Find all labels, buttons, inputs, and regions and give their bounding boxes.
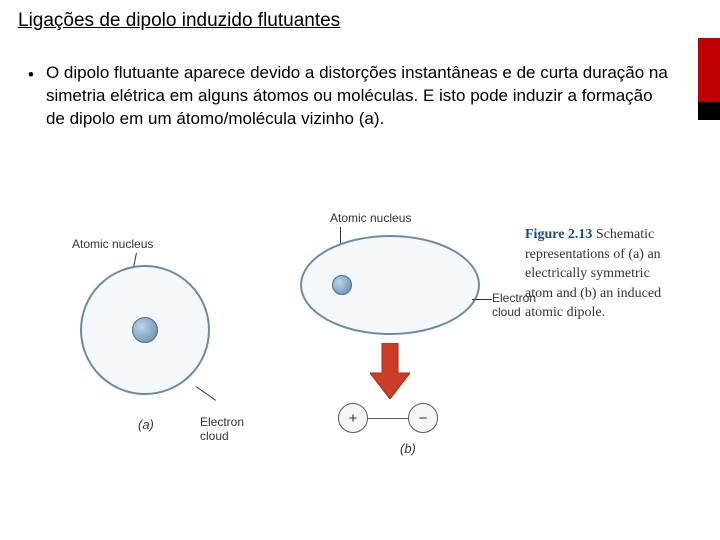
accent-bar-black bbox=[698, 102, 720, 120]
atom-a: Atomic nucleus Electron cloud bbox=[80, 265, 210, 395]
bullet-item: • O dipolo flutuante aparece devido a di… bbox=[28, 62, 668, 131]
accent-bar-red bbox=[698, 38, 720, 102]
down-arrow-icon bbox=[370, 343, 410, 404]
slide-title: Ligações de dipolo induzido flutuantes bbox=[18, 10, 340, 32]
dipole-bond-line bbox=[368, 418, 408, 419]
atom-a-cloud-label: Electron cloud bbox=[200, 415, 244, 443]
bullet-content: O dipolo flutuante aparece devido a dist… bbox=[46, 62, 668, 131]
atom-b-electron-cloud bbox=[300, 235, 480, 335]
atom-b-nucleus bbox=[332, 275, 352, 295]
dipole-positive: + bbox=[338, 403, 368, 433]
atom-a-electron-cloud bbox=[80, 265, 210, 395]
atom-a-letter: (a) bbox=[138, 417, 154, 432]
dipole-negative: − bbox=[408, 403, 438, 433]
bullet-dot: • bbox=[28, 62, 34, 131]
body-text: • O dipolo flutuante aparece devido a di… bbox=[28, 62, 668, 131]
dipole: + − bbox=[338, 403, 438, 433]
atom-a-cloud-leader bbox=[196, 386, 216, 401]
atom-b-cloud-leader bbox=[472, 299, 492, 300]
atom-b-letter: (b) bbox=[400, 441, 416, 456]
atom-b-nucleus-label: Atomic nucleus bbox=[330, 211, 411, 225]
figure-caption: Figure 2.13 Schematic representations of… bbox=[525, 225, 680, 323]
figure-area: Atomic nucleus Electron cloud (a) Atomic… bbox=[60, 225, 660, 485]
atom-a-nucleus-label: Atomic nucleus bbox=[72, 237, 153, 251]
atom-a-nucleus bbox=[132, 317, 158, 343]
atom-b: Atomic nucleus Electron cloud bbox=[300, 235, 480, 335]
figure-label: Figure 2.13 bbox=[525, 227, 592, 242]
